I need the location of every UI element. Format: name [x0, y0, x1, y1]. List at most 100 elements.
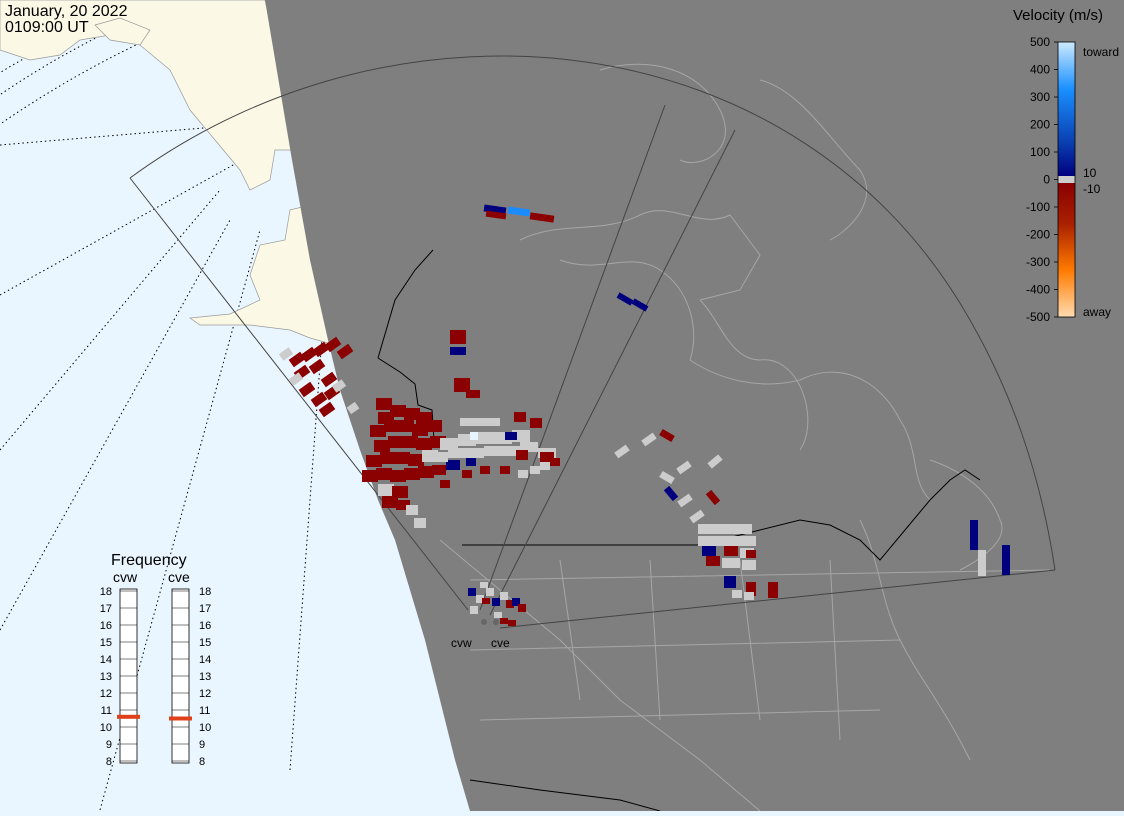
- velocity-cell: [518, 470, 528, 478]
- velocity-cell: [466, 458, 476, 466]
- velocity-cell: [676, 460, 692, 475]
- velocity-cell: [376, 468, 392, 480]
- station-marker-cvw: [481, 619, 487, 625]
- velocity-cell: [1002, 545, 1010, 575]
- velocity-cell: [402, 436, 418, 448]
- velocity-cell: [705, 489, 721, 506]
- velocity-cell: [732, 590, 742, 598]
- velocity-cell: [486, 588, 494, 596]
- velocity-cell: [362, 470, 378, 482]
- colorbar-tick-label: -300: [1026, 255, 1050, 269]
- velocity-cell: [450, 330, 466, 344]
- velocity-cell: [641, 432, 657, 447]
- velocity-cell: [404, 468, 420, 480]
- velocity-cell: [500, 592, 508, 600]
- velocity-cell: [520, 442, 538, 452]
- frequency-scale-label-left: 15: [100, 637, 112, 649]
- velocity-cell: [659, 428, 675, 443]
- velocity-cell: [506, 600, 514, 608]
- velocity-cell: [288, 372, 304, 386]
- velocity-cell: [720, 524, 740, 534]
- velocity-cell: [466, 448, 484, 458]
- velocity-cell: [540, 452, 554, 462]
- velocity-cell: [707, 454, 723, 469]
- colorbar-tick-label: 500: [1030, 35, 1050, 49]
- colorbar-ground-scatter: [1058, 176, 1075, 183]
- velocity-cell: [768, 582, 778, 598]
- frequency-title: Frequency: [111, 552, 187, 569]
- frequency-scale-label-left: 18: [100, 586, 112, 598]
- velocity-cell: [970, 520, 978, 550]
- velocity-cell: [500, 466, 510, 474]
- velocity-cell: [432, 465, 446, 475]
- frequency-marker-cvw: [117, 714, 140, 719]
- velocity-cell: [508, 620, 516, 626]
- frequency-scale-label-right: 16: [199, 620, 211, 632]
- colorbar-ticks: 500 400 300 200 100 0 -100 -200 -300 -400 -500: [1026, 35, 1058, 324]
- velocity-cell: [318, 401, 336, 418]
- station-marker-cve: [493, 619, 499, 625]
- velocity-cell: [324, 336, 342, 353]
- velocity-cell: [462, 470, 472, 478]
- frequency-scale-label-left: 8: [106, 756, 112, 768]
- velocity-cell: [706, 556, 720, 566]
- velocity-cell: [336, 343, 354, 360]
- velocity-cell: [378, 484, 394, 496]
- colorbar-tick-label: 0: [1043, 173, 1050, 187]
- velocity-cell: [698, 536, 720, 546]
- frequency-scale-label-left: 16: [100, 620, 112, 632]
- station-label-cve: cve: [491, 636, 510, 650]
- colorbar-tick-label: -200: [1026, 228, 1050, 242]
- velocity-cell: [505, 432, 517, 440]
- velocity-cell: [518, 604, 526, 612]
- colorbar-toward-label: toward: [1083, 45, 1119, 59]
- velocity-colorbar: Velocity (m/s) 500 400 300 200 100 0 -100 -200 -…: [1013, 7, 1119, 324]
- velocity-cell: [689, 509, 705, 524]
- velocity-cell: [376, 398, 392, 410]
- colorbar-gap-upper: 10: [1083, 166, 1097, 180]
- velocity-cell: [540, 462, 550, 470]
- velocity-cell: [485, 210, 507, 220]
- velocity-cell: [394, 452, 410, 464]
- velocity-cell: [514, 412, 526, 422]
- velocity-cell: [746, 550, 756, 558]
- velocity-cell: [476, 432, 494, 444]
- velocity-cell: [454, 378, 470, 392]
- colorbar-tick-label: -500: [1026, 310, 1050, 324]
- alaska-landmass: [0, 0, 336, 346]
- velocity-cell: [740, 536, 756, 546]
- velocity-cell: [370, 425, 386, 437]
- velocity-cell: [722, 558, 740, 568]
- velocity-cell: [346, 401, 360, 415]
- frequency-column-label-cve: cve: [168, 569, 190, 585]
- velocity-cell: [516, 450, 528, 460]
- colorbar-tick-label: 200: [1030, 118, 1050, 132]
- velocity-cell: [446, 460, 460, 470]
- velocity-cell: [614, 444, 630, 459]
- velocity-cell: [331, 379, 347, 393]
- velocity-cell: [440, 438, 458, 450]
- velocity-cell: [616, 292, 634, 306]
- colorbar-tick-label: 300: [1030, 90, 1050, 104]
- frequency-scale-label-right: 11: [199, 705, 210, 717]
- canada-us-border: [377, 249, 981, 812]
- velocity-cell: [418, 466, 434, 478]
- velocity-cell: [482, 598, 490, 604]
- velocity-cell: [507, 206, 531, 217]
- velocity-cell: [742, 560, 756, 570]
- radar-fov: [129, 55, 1056, 629]
- velocity-cell: [718, 536, 740, 546]
- velocity-cell: [548, 458, 560, 466]
- frequency-panel: Frequency cvw cve 18 18 17 17 16 16 15 15 14 14 13…: [100, 552, 212, 768]
- velocity-cell: [414, 518, 426, 528]
- velocity-cell: [480, 466, 490, 474]
- velocity-cell: [448, 448, 466, 458]
- date-label: January, 20 2022: [5, 3, 128, 20]
- velocity-cell: [494, 612, 502, 618]
- colorbar-tick-label: 100: [1030, 145, 1050, 159]
- velocity-cell: [312, 341, 330, 358]
- velocity-cell: [298, 381, 316, 398]
- velocity-cell: [278, 347, 294, 361]
- velocity-cell: [396, 500, 410, 510]
- frequency-scale-label-left: 9: [106, 739, 112, 751]
